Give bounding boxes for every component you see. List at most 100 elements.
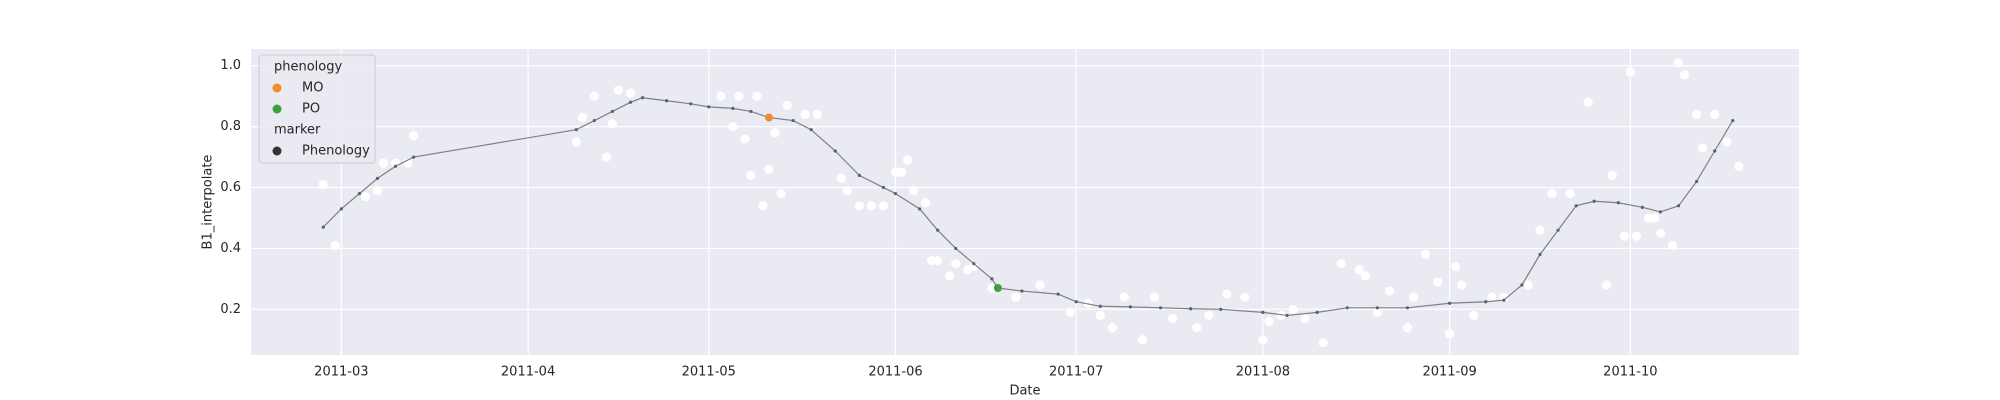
line-marker bbox=[357, 192, 362, 196]
line-marker bbox=[689, 102, 693, 106]
observation-point bbox=[1276, 310, 1286, 321]
observation-point bbox=[1625, 67, 1635, 77]
line-marker bbox=[972, 262, 976, 266]
line-marker bbox=[1538, 252, 1542, 257]
observation-point bbox=[1451, 262, 1461, 272]
observation-point bbox=[740, 134, 750, 144]
legend-title: marker bbox=[274, 123, 321, 138]
observation-point bbox=[1679, 70, 1690, 80]
observation-point bbox=[812, 109, 822, 120]
line-marker bbox=[791, 118, 795, 123]
observation-point bbox=[764, 164, 774, 174]
observation-point bbox=[1192, 322, 1202, 333]
observation-point bbox=[1222, 289, 1232, 299]
observation-point bbox=[1258, 335, 1268, 345]
legend-label: Phenology bbox=[302, 144, 370, 159]
observation-point bbox=[1673, 58, 1684, 68]
line-marker bbox=[1285, 313, 1289, 318]
line-marker bbox=[1448, 301, 1452, 305]
observation-point bbox=[728, 122, 738, 132]
observation-point bbox=[878, 201, 889, 211]
observation-point bbox=[752, 91, 762, 101]
x-tick-label: 2011-04 bbox=[501, 365, 555, 380]
observation-point bbox=[1065, 307, 1075, 317]
x-tick-label: 2011-09 bbox=[1422, 365, 1476, 380]
y-tick-label: 0.4 bbox=[220, 241, 241, 256]
observation-point bbox=[854, 201, 864, 211]
observation-point bbox=[1655, 228, 1666, 238]
line-marker bbox=[1731, 118, 1735, 123]
line-marker bbox=[1345, 306, 1349, 310]
observation-point bbox=[1167, 313, 1178, 324]
observation-point bbox=[951, 259, 961, 269]
line-marker bbox=[610, 109, 615, 114]
line-marker bbox=[1695, 179, 1699, 184]
observation-point bbox=[1240, 292, 1250, 302]
line-marker bbox=[833, 149, 837, 153]
observation-point bbox=[1035, 280, 1045, 290]
observation-point bbox=[1457, 280, 1467, 290]
observation-point bbox=[571, 137, 581, 147]
line-marker bbox=[1020, 289, 1024, 293]
observation-point bbox=[1499, 292, 1509, 302]
observation-point bbox=[1137, 335, 1148, 345]
observation-point bbox=[921, 198, 931, 208]
observation-point bbox=[945, 271, 955, 281]
observation-point bbox=[800, 109, 810, 120]
observation-point bbox=[1318, 338, 1328, 348]
observation-point bbox=[1607, 170, 1617, 180]
observation-point bbox=[372, 185, 383, 196]
observation-point bbox=[734, 91, 744, 101]
y-tick-label: 0.8 bbox=[220, 119, 241, 134]
x-tick-label: 2011-08 bbox=[1236, 365, 1290, 380]
y-axis-label: B1_interpolate bbox=[201, 155, 216, 250]
observation-point bbox=[1710, 109, 1720, 120]
line-marker bbox=[1056, 292, 1060, 296]
interpolated-line bbox=[322, 97, 1734, 317]
plot-area bbox=[251, 49, 1799, 355]
observation-point bbox=[1372, 307, 1382, 317]
observation-point bbox=[607, 118, 618, 129]
y-tick-label: 1.0 bbox=[220, 58, 241, 73]
legend-label: MO bbox=[302, 81, 323, 96]
observation-point bbox=[1354, 265, 1364, 275]
observation-point bbox=[1469, 310, 1479, 321]
observation-point bbox=[758, 201, 768, 211]
line-marker bbox=[1574, 204, 1578, 208]
observation-point bbox=[902, 155, 913, 165]
line-marker bbox=[917, 207, 922, 211]
observation-point bbox=[1360, 271, 1370, 281]
observation-point bbox=[1204, 310, 1214, 321]
observation-point bbox=[1619, 231, 1629, 241]
observation-point bbox=[1402, 322, 1413, 333]
line-marker bbox=[1128, 305, 1133, 309]
legend-marker bbox=[272, 104, 282, 114]
observation-point bbox=[577, 112, 587, 123]
line-marker bbox=[339, 207, 343, 211]
line-marker bbox=[574, 128, 578, 132]
line-marker bbox=[731, 106, 735, 110]
observation-point bbox=[1336, 259, 1346, 269]
line-marker bbox=[1502, 298, 1506, 302]
line-marker bbox=[1098, 304, 1102, 308]
observation-point bbox=[318, 179, 328, 190]
y-tick-label: 0.2 bbox=[220, 302, 241, 317]
observation-point bbox=[1535, 225, 1545, 235]
line-marker bbox=[1592, 199, 1596, 203]
line-marker bbox=[749, 109, 753, 114]
line-marker bbox=[1405, 306, 1410, 310]
line-marker bbox=[1676, 204, 1681, 208]
line-marker bbox=[809, 128, 813, 132]
line-marker bbox=[1713, 149, 1717, 153]
x-tick-label: 2011-05 bbox=[682, 365, 736, 380]
line-marker bbox=[1219, 307, 1223, 311]
x-tick-label: 2011-07 bbox=[1049, 365, 1103, 380]
line-marker bbox=[640, 96, 645, 100]
legend-box bbox=[258, 54, 376, 164]
observation-point bbox=[613, 85, 624, 95]
observation-point bbox=[770, 128, 780, 138]
observation-point bbox=[1649, 213, 1660, 223]
line-marker bbox=[665, 99, 669, 103]
line-marker bbox=[1074, 300, 1078, 304]
line-marker bbox=[1315, 310, 1319, 314]
